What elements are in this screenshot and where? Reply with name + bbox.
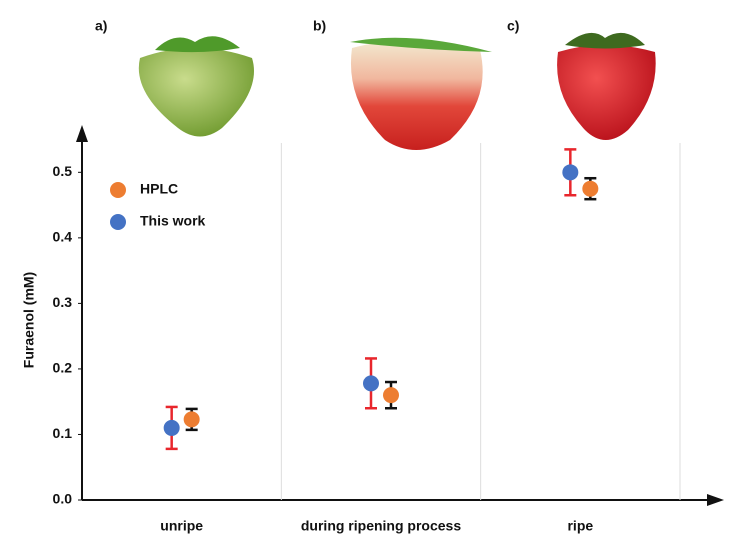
y-tick-label: 0.3 [53,294,73,310]
x-tick-label: ripe [567,518,593,534]
y-tick-label: 0.4 [53,229,73,245]
panel-label: a) [95,18,107,34]
point [582,180,599,197]
strawberry-ripe [557,32,656,140]
y-tick-label: 0.0 [53,491,73,507]
x-axis-arrow [707,494,724,506]
y-tick-label: 0.5 [53,163,73,179]
point [163,419,180,436]
x-tick-label: unripe [160,518,203,534]
panel-label: c) [507,18,519,34]
x-tick-label: during ripening process [301,518,461,534]
y-axis-label: Furaenol (mM) [21,272,37,368]
y-tick-label: 0.1 [53,425,73,441]
panel-label: b) [313,18,326,34]
legend-marker [110,182,126,198]
legend-label: This work [140,213,206,229]
point [183,411,200,428]
strawberry-unripe [138,36,254,137]
legend-label: HPLC [140,181,178,197]
y-axis-arrow [76,125,88,142]
legend-marker [110,214,126,230]
strawberry-ripening [350,37,492,150]
point [383,387,399,404]
y-tick-label: 0.2 [53,360,73,376]
point [562,164,579,181]
point [363,375,379,392]
